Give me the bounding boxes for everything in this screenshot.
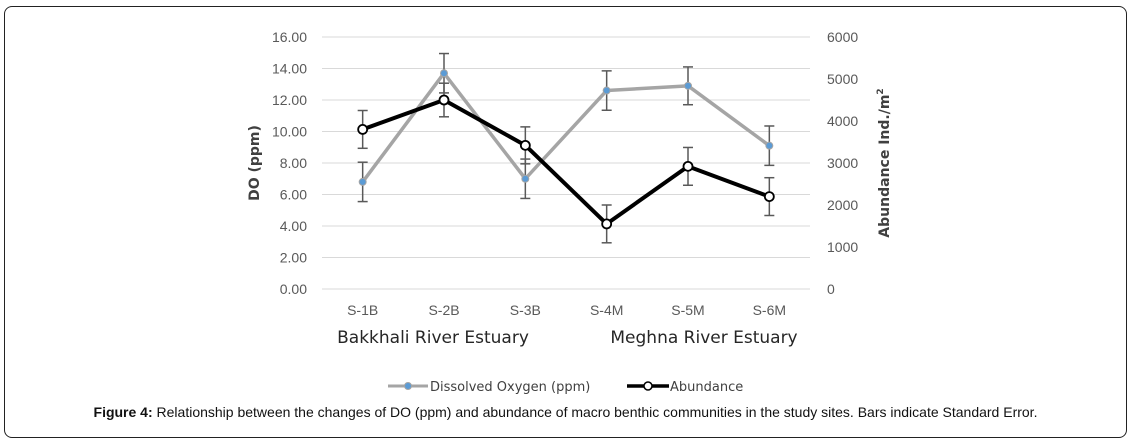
y-axis-right-ticks: 0 1000 2000 3000 4000 5000 6000 xyxy=(827,29,858,297)
y-axis-left-title: DO (ppm) xyxy=(247,125,263,201)
data-point-do xyxy=(684,81,692,90)
y2-tick-label: 0 xyxy=(827,281,835,297)
x-axis-ticks: S-1B S-2B S-3B S-4M S-5M S-6M xyxy=(347,302,786,318)
data-point-abundance xyxy=(601,218,613,230)
data-point-abundance xyxy=(682,160,694,172)
data-point-do xyxy=(440,69,448,78)
y2-tick-label: 4000 xyxy=(827,113,858,129)
y2-tick-label: 6000 xyxy=(827,29,858,45)
y-axis-left-ticks: 0.00 2.00 4.00 6.00 8.00 10.00 12.00 14.00 16.00 xyxy=(272,29,307,297)
legend-do-marker xyxy=(404,382,412,390)
x-tick-label: S-4M xyxy=(590,302,623,318)
series-line xyxy=(361,98,771,226)
x-tick-label: S-1B xyxy=(347,302,378,318)
y2-tick-label: 2000 xyxy=(827,197,858,213)
y2-tick-label: 3000 xyxy=(827,155,858,171)
y-tick-label: 16.00 xyxy=(272,29,307,45)
group-label-meghna: Meghna River Estuary xyxy=(610,328,797,348)
caption-text: Relationship between the changes of DO (… xyxy=(152,404,1038,420)
y-tick-label: 2.00 xyxy=(280,250,307,266)
x-tick-label: S-6M xyxy=(753,302,786,318)
y-tick-label: 6.00 xyxy=(280,187,307,203)
data-point-abundance xyxy=(519,139,531,151)
data-point-do xyxy=(765,141,774,150)
figure-frame xyxy=(4,6,1127,438)
y-tick-label: 14.00 xyxy=(272,61,307,77)
data-point-do xyxy=(358,177,367,186)
y-tick-label: 0.00 xyxy=(280,281,307,297)
series-dissolved-oxygen xyxy=(357,52,775,203)
legend-abundance-label: Abundance xyxy=(670,380,743,395)
gridlines xyxy=(322,36,810,290)
legend-abundance-marker xyxy=(643,381,653,391)
y2-tick-label: 5000 xyxy=(827,71,858,87)
y-tick-label: 8.00 xyxy=(280,155,307,171)
data-point-do xyxy=(602,86,611,95)
caption-label: Figure 4: xyxy=(93,404,153,420)
data-point-do xyxy=(521,174,530,183)
x-tick-label: S-3B xyxy=(510,302,541,318)
legend: Dissolved Oxygen (ppm) Abundance xyxy=(388,380,743,395)
y2-tick-label: 1000 xyxy=(827,239,858,255)
data-point-abundance xyxy=(357,123,369,135)
y-tick-label: 12.00 xyxy=(272,92,307,108)
data-point-abundance xyxy=(438,94,450,106)
x-tick-label: S-2B xyxy=(428,302,459,318)
x-tick-label: S-5M xyxy=(671,302,704,318)
y-tick-label: 4.00 xyxy=(280,218,307,234)
series-line xyxy=(361,71,771,183)
y-tick-label: 10.00 xyxy=(272,124,307,140)
y-axis-right-title: Abundance Ind./m2 xyxy=(876,88,893,237)
series-layer xyxy=(357,52,775,244)
data-point-abundance xyxy=(763,191,775,203)
group-label-bakkhali: Bakkhali River Estuary xyxy=(337,328,529,348)
figure-caption: Figure 4: Relationship between the chang… xyxy=(0,404,1131,420)
legend-do-label: Dissolved Oxygen (ppm) xyxy=(430,380,590,395)
